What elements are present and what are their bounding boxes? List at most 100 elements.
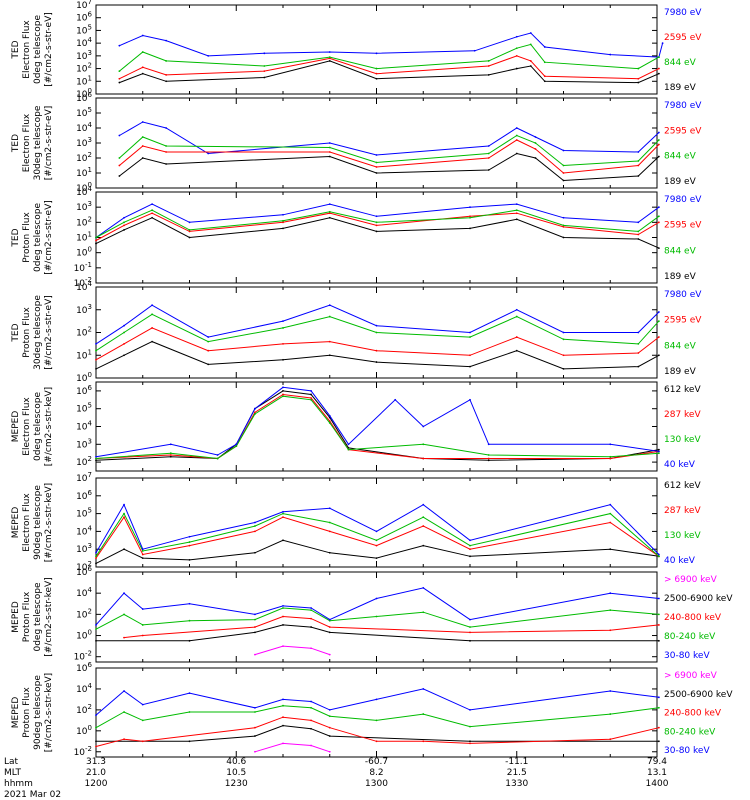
legend-entry: 844 eV: [664, 246, 697, 256]
data-point: [254, 407, 256, 410]
data-point: [375, 349, 378, 352]
data-point: [609, 690, 612, 692]
data-point: [95, 239, 97, 242]
data-point: [282, 358, 284, 361]
y-tick-label: 104: [76, 586, 92, 599]
data-point: [282, 724, 284, 727]
data-point: [254, 551, 256, 554]
data-point: [141, 72, 144, 75]
data-point: [282, 512, 284, 515]
legend-entry: 612 keV: [664, 481, 701, 491]
series-line-1: [254, 645, 330, 656]
data-point: [328, 653, 331, 656]
data-point: [254, 411, 256, 414]
data-point: [609, 457, 612, 460]
data-point: [469, 336, 471, 338]
data-point: [95, 242, 97, 245]
x-tick-label-lat: 31.3: [86, 757, 106, 767]
data-point: [375, 740, 378, 743]
data-point: [254, 613, 256, 616]
data-point: [95, 368, 97, 370]
y-axis-label: 0deg telescope: [33, 15, 43, 85]
data-point: [254, 525, 256, 527]
data-point: [422, 425, 425, 428]
legend-entry: 240-800 keV: [664, 613, 722, 623]
data-point: [637, 238, 640, 240]
data-point: [375, 361, 378, 363]
x-tick-label-mlt: 21.0: [86, 768, 106, 778]
data-point: [637, 342, 640, 345]
data-point: [469, 206, 471, 209]
y-axis-label: Proton Flux: [22, 307, 32, 358]
data-point: [165, 145, 168, 147]
y-tick-label: 107: [76, 0, 92, 11]
y-axis-label: Electron Flux: [22, 397, 32, 456]
data-point: [515, 308, 518, 311]
data-point: [188, 711, 191, 713]
legend-entry: 2595 eV: [664, 126, 702, 136]
legend-entry: 7980 eV: [664, 195, 702, 205]
data-point: [657, 639, 660, 642]
data-point: [657, 247, 660, 250]
y-tick-label: 100: [76, 629, 92, 642]
data-point: [515, 218, 518, 221]
data-point: [123, 690, 125, 692]
data-point: [151, 340, 154, 343]
legend-entry: 287 keV: [664, 410, 701, 420]
data-point: [469, 539, 471, 542]
data-point: [529, 32, 532, 34]
data-point: [254, 530, 256, 533]
data-point: [310, 719, 312, 722]
data-point: [422, 457, 425, 460]
data-point: [123, 738, 125, 741]
data-point: [609, 503, 612, 506]
data-point: [469, 618, 471, 621]
series-line-4: [95, 386, 659, 458]
data-point: [188, 639, 191, 642]
y-axis-label: 30deg telescope: [33, 295, 43, 370]
data-point: [188, 558, 191, 561]
data-point: [95, 639, 97, 642]
x-axis-row-label: Lat: [4, 757, 19, 767]
data-point: [487, 65, 490, 67]
data-point: [95, 726, 97, 729]
data-point: [469, 215, 471, 218]
y-tick-label: 105: [76, 23, 92, 36]
data-point: [254, 735, 256, 737]
data-point: [216, 454, 219, 456]
legend-entry: 2595 eV: [664, 33, 702, 43]
data-point: [282, 604, 284, 607]
data-point: [375, 557, 378, 559]
data-point: [534, 136, 537, 138]
data-point: [562, 331, 565, 334]
legend-entry: 130 keV: [664, 531, 701, 541]
data-point: [151, 216, 154, 219]
data-point: [310, 617, 312, 620]
data-point: [375, 215, 378, 218]
data-point: [254, 653, 256, 656]
data-point: [328, 354, 331, 357]
data-point: [328, 142, 331, 144]
data-point: [328, 210, 331, 213]
data-point: [375, 77, 378, 80]
data-point: [169, 443, 172, 446]
data-point: [254, 626, 256, 628]
series-line-1: [95, 304, 660, 345]
data-point: [118, 77, 121, 80]
data-point: [657, 311, 660, 313]
data-point: [123, 221, 125, 224]
data-point: [375, 615, 378, 618]
data-point: [263, 65, 266, 67]
y-axis-label: TED: [11, 40, 21, 59]
data-point: [165, 74, 168, 76]
data-point: [657, 613, 660, 616]
data-point: [543, 80, 546, 83]
data-point: [562, 172, 565, 174]
y-tick-label: 10-1: [74, 261, 92, 274]
y-axis-label: [#/cm2-s-str-keV]: [44, 483, 54, 562]
legend-entry: 844 eV: [664, 58, 697, 68]
data-point: [118, 175, 121, 177]
y-tick-label: 106: [76, 565, 92, 578]
x-tick-label-lat: -11.1: [505, 757, 528, 767]
y-tick-label: 104: [76, 524, 92, 537]
